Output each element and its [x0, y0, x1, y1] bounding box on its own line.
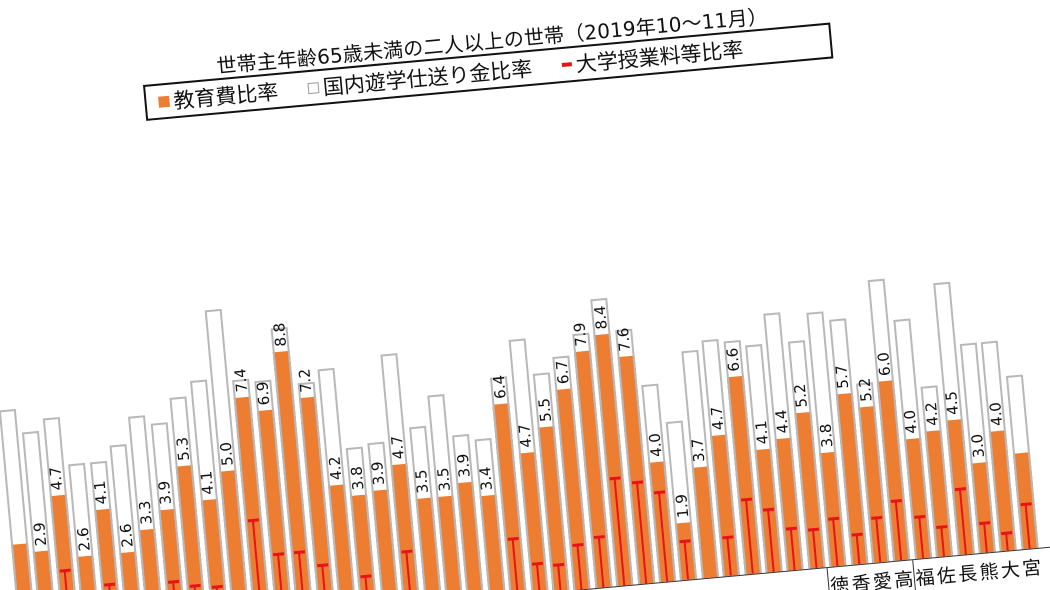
stacked-bar: 2.6 — [26, 4, 101, 590]
education-segment — [76, 555, 101, 590]
data-label: 4.1 — [197, 470, 218, 496]
stacked-bar: 4.7 — [5, 6, 80, 590]
education-segment — [119, 551, 144, 590]
data-label: 6.0 — [874, 351, 895, 377]
data-label: 6.7 — [552, 359, 573, 385]
data-label: 5.7 — [832, 364, 853, 390]
data-label: 3.5 — [412, 468, 433, 495]
data-label: 7.4 — [231, 367, 252, 394]
category-label: 徳 — [829, 574, 851, 590]
data-label: 4.4 — [771, 408, 793, 435]
data-label: 5.3 — [172, 436, 193, 462]
data-label: 4.0 — [645, 432, 666, 458]
data-label: 5.5 — [534, 397, 555, 423]
data-label: 4.2 — [921, 401, 942, 427]
data-label: 4.7 — [707, 405, 728, 432]
data-label: 4.2 — [324, 455, 346, 481]
data-label: 3.4 — [476, 465, 497, 492]
category-label: 香 — [850, 572, 872, 590]
data-label: 3.0 — [967, 433, 988, 459]
data-label: 4.1 — [751, 419, 772, 446]
education-segment — [1012, 452, 1039, 550]
category-label: 福 — [914, 566, 936, 590]
data-label: 3.9 — [368, 460, 389, 487]
data-label: 3.3 — [135, 499, 156, 526]
data-label: 7.6 — [614, 326, 635, 353]
data-label: 4.7 — [515, 423, 536, 449]
data-label: 4.7 — [46, 465, 67, 492]
data-label: 3.7 — [688, 437, 709, 463]
category-label: 佐 — [936, 564, 957, 589]
data-label: 7.9 — [570, 321, 591, 348]
data-label: 4.1 — [90, 479, 111, 506]
data-label: 3.5 — [433, 466, 454, 493]
data-label: 8.8 — [269, 321, 290, 348]
data-label: 3.8 — [347, 465, 368, 491]
data-label: 3.9 — [155, 480, 176, 506]
category-label: 宮 — [1021, 556, 1043, 581]
category-label: 熊 — [978, 560, 1000, 585]
data-label: 8.4 — [590, 304, 611, 331]
data-label: 5.2 — [791, 382, 812, 409]
data-label: 5.2 — [855, 377, 876, 403]
data-label: 4.5 — [942, 390, 963, 416]
data-label: 5.0 — [216, 441, 237, 467]
data-label: 2.9 — [30, 521, 51, 547]
data-label: 4.7 — [387, 434, 408, 461]
data-label: 4.0 — [900, 409, 922, 435]
stacked-bar: 2.6 — [69, 0, 144, 590]
stacked-bar: 2.9 — [0, 8, 59, 590]
data-label: 3.9 — [453, 452, 474, 479]
data-label: 4.0 — [986, 401, 1007, 427]
data-label: 2.6 — [73, 526, 94, 553]
education-segment — [970, 462, 996, 554]
category-label: 長 — [957, 562, 979, 587]
data-label: 7.2 — [295, 367, 316, 394]
data-label: 3.8 — [816, 422, 837, 449]
category-label: 大 — [999, 558, 1021, 583]
data-label: 6.4 — [489, 374, 510, 400]
stacked-bar: 4.1 — [48, 2, 122, 590]
data-label: 6.9 — [253, 380, 274, 407]
category-label: 愛 — [872, 570, 894, 590]
data-label: 6.6 — [723, 346, 744, 373]
data-label: 2.6 — [116, 522, 137, 549]
data-label: 1.9 — [672, 493, 693, 519]
